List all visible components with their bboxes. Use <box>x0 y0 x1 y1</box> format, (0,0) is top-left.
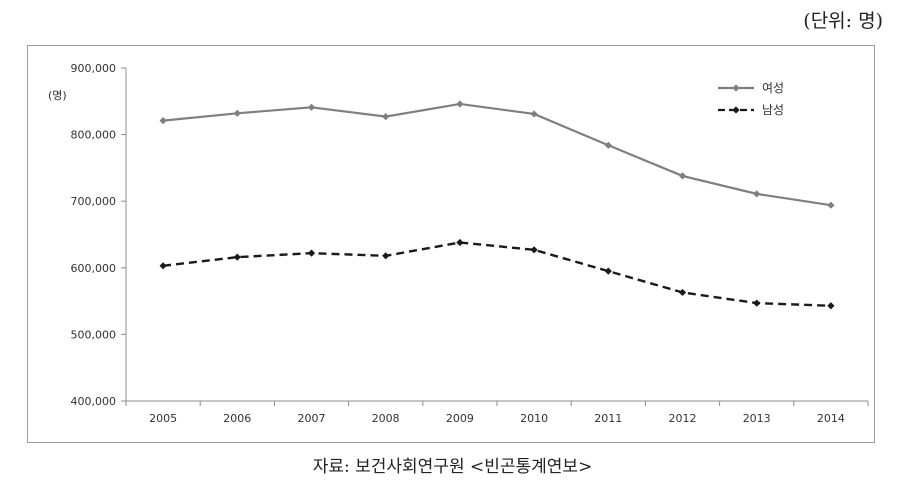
data-point <box>233 109 241 117</box>
data-point <box>753 190 761 198</box>
chart-frame: 400,000 500,000 600,000 700,000 800,000 900,0… <box>27 45 875 443</box>
series-line-male <box>162 241 831 307</box>
legend-marker <box>732 84 740 92</box>
data-point <box>827 302 835 310</box>
legend-label: 남성 <box>762 103 784 117</box>
x-tick-label: 2008 <box>372 412 400 425</box>
data-point <box>827 201 835 209</box>
data-point <box>678 288 687 297</box>
y-tick-label: 400,000 <box>71 395 117 408</box>
x-tick-label: 2010 <box>520 412 548 425</box>
data-point <box>307 103 316 111</box>
data-point <box>530 246 538 254</box>
legend-marker <box>732 106 740 114</box>
y-axis-label: (명) <box>48 89 67 102</box>
x-tick-label: 2009 <box>446 412 474 425</box>
data-point <box>382 113 390 121</box>
data-point <box>678 172 687 180</box>
x-tick-label: 2011 <box>594 412 622 425</box>
x-tick-label: 2007 <box>298 412 326 425</box>
y-tick-label: 500,000 <box>71 328 117 341</box>
x-axis-ticks: 2005 2006 2007 2008 2009 2010 2011 2012 2013 2014 <box>125 401 869 425</box>
x-tick-label: 2013 <box>743 412 771 425</box>
data-point <box>233 253 241 261</box>
x-tick-label: 2014 <box>817 412 845 425</box>
series-line-female <box>162 102 832 207</box>
chart-axes <box>125 68 868 402</box>
x-tick-label: 2005 <box>149 412 177 425</box>
unit-note: (단위: 명) <box>803 10 883 32</box>
data-point <box>382 252 390 260</box>
data-point <box>456 100 464 108</box>
y-tick-label: 900,000 <box>71 62 117 75</box>
data-point <box>530 110 538 118</box>
data-point <box>307 249 316 257</box>
y-axis-ticks: 400,000 500,000 600,000 700,000 800,000 900,0… <box>71 62 126 408</box>
data-point <box>604 267 612 275</box>
y-tick-label: 800,000 <box>71 129 117 142</box>
data-point <box>159 117 167 125</box>
data-point <box>456 238 464 247</box>
data-point <box>604 141 612 149</box>
series-group <box>159 100 835 310</box>
line-chart: 400,000 500,000 600,000 700,000 800,000 900,0… <box>48 62 869 425</box>
data-point <box>159 262 167 270</box>
legend-label: 여성 <box>762 81 784 95</box>
source-note: 자료: 보건사회연구원 <빈곤통계연보> <box>312 457 593 477</box>
x-tick-label: 2006 <box>223 412 251 425</box>
y-tick-label: 600,000 <box>71 262 117 275</box>
data-point <box>753 299 761 307</box>
x-tick-label: 2012 <box>669 412 697 425</box>
y-tick-label: 700,000 <box>71 195 117 208</box>
